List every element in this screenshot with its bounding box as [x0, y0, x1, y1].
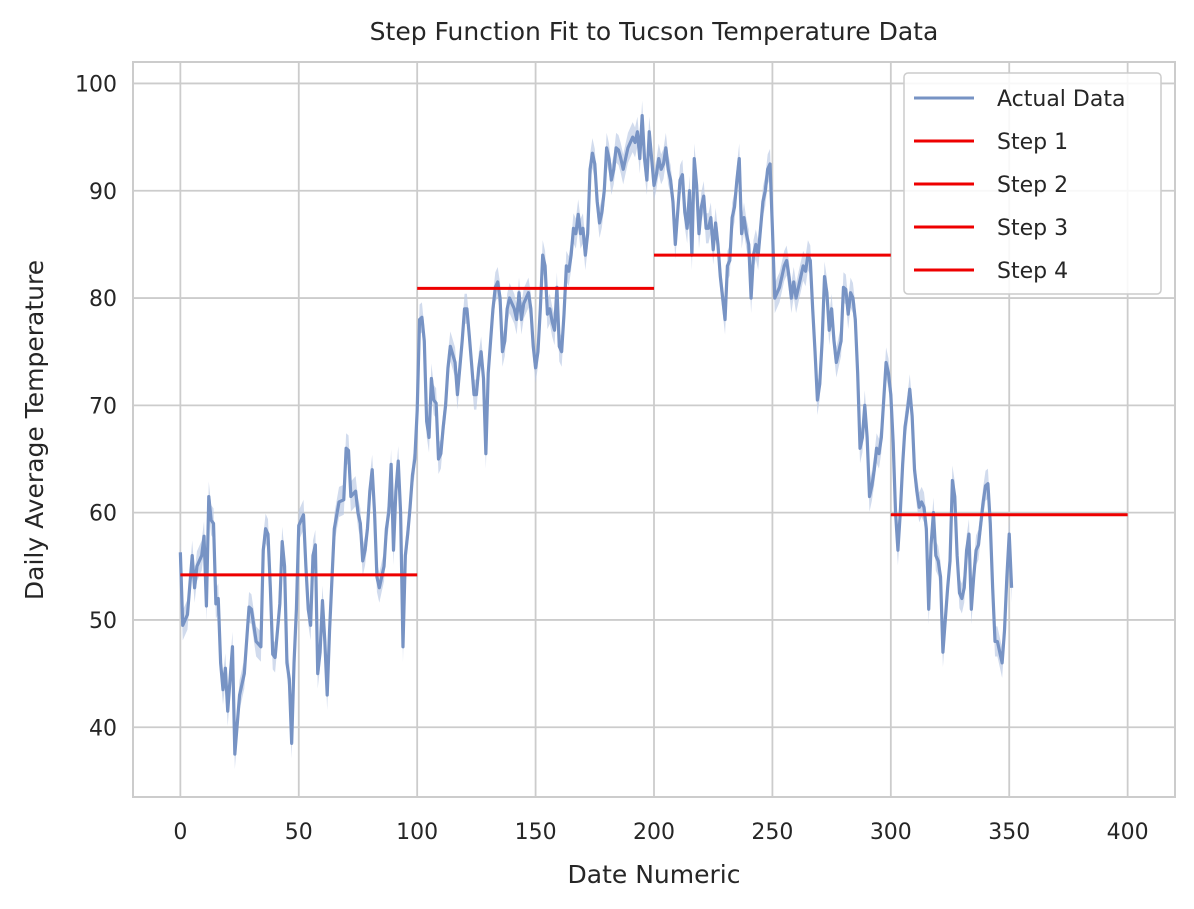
x-tick-labels: 0 50 100 150 200 250 300 350 400	[173, 820, 1148, 845]
x-tick-label: 200	[633, 820, 675, 845]
x-axis-label: Date Numeric	[568, 860, 741, 889]
legend-entry-label: Step 4	[997, 259, 1068, 284]
x-tick-label: 0	[173, 820, 187, 845]
legend-entry-label: Step 3	[997, 216, 1068, 241]
x-tick-label: 150	[515, 820, 557, 845]
x-tick-label: 300	[870, 820, 912, 845]
grid	[133, 62, 1175, 797]
y-tick-label: 80	[89, 287, 117, 312]
y-tick-label: 70	[89, 394, 117, 419]
x-tick-label: 350	[988, 820, 1030, 845]
plot-frame	[132, 61, 1176, 798]
legend-entry-label: Actual Data	[997, 87, 1125, 112]
x-tick-label: 400	[1107, 820, 1149, 845]
legend-box	[903, 72, 1162, 295]
y-tick-label: 60	[89, 502, 117, 527]
legend-entry-label: Step 2	[997, 173, 1068, 198]
y-axis-label: Daily Average Temperature	[20, 260, 49, 600]
actual-data-layer	[178, 114, 1014, 756]
y-tick-label: 90	[89, 180, 117, 205]
actual-data-line	[178, 114, 1014, 756]
legend-entry-label: Step 1	[997, 130, 1068, 155]
y-tick-label: 40	[89, 716, 117, 741]
y-tick-label: 100	[75, 72, 117, 97]
chart-title: Step Function Fit to Tucson Temperature …	[370, 17, 939, 46]
step-layer	[180, 253, 1128, 577]
x-tick-label: 50	[285, 820, 313, 845]
x-tick-label: 100	[396, 820, 438, 845]
legend: Actual Data Step 1 Step 2 Step 3 Step 4	[903, 72, 1162, 295]
y-tick-label: 50	[89, 609, 117, 634]
x-tick-label: 250	[751, 820, 793, 845]
y-tick-labels: 40 50 60 70 80 90 100	[75, 72, 117, 741]
